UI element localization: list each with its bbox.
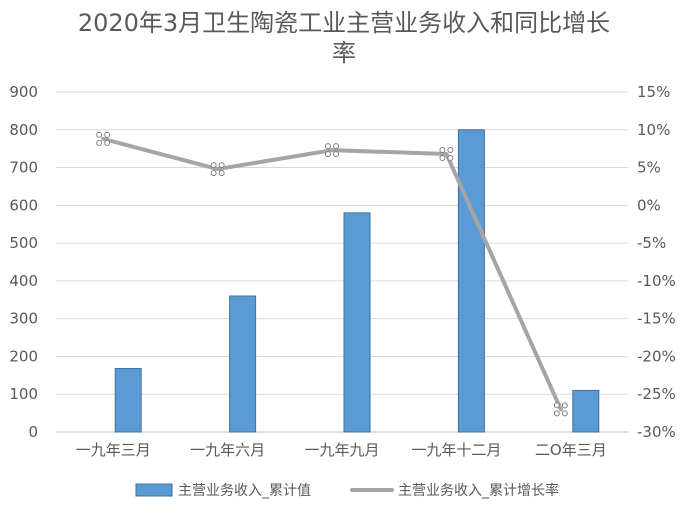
point-handle (96, 139, 103, 146)
bar (457, 129, 485, 433)
bar-series (114, 129, 600, 433)
point-handle (325, 143, 331, 150)
point-handle (439, 154, 446, 161)
point-handle (104, 131, 111, 138)
bar (572, 389, 600, 433)
gridlines (56, 91, 628, 433)
left-axis-ticks: 0 100 200 300 400 500 600 700 800 900 (9, 83, 38, 441)
left-axis-tick-label: 800 (9, 121, 38, 139)
left-axis-tick-label: 100 (9, 385, 38, 403)
bar (229, 295, 257, 433)
line-point (553, 402, 568, 417)
x-axis-tick-label: 一九年六月 (190, 441, 265, 459)
point-handle (218, 162, 225, 169)
chart-title: 2020年3月卫生陶瓷工业主营业务收入和同比增长 率 (0, 8, 688, 68)
legend-swatch-bar (135, 483, 173, 497)
bar (343, 212, 371, 433)
x-axis-tick-label: 一九年三月 (76, 441, 151, 459)
point-handle (447, 154, 454, 161)
line-point (96, 131, 111, 146)
left-axis-tick-label: 500 (9, 234, 38, 252)
right-axis-tick-label: 5% (637, 159, 661, 177)
right-axis-tick-label: 15% (637, 83, 670, 101)
point-handle (561, 410, 568, 417)
point-handle (561, 402, 568, 409)
left-axis-tick-label: 900 (9, 83, 38, 101)
right-axis-tick-label: -5% (637, 234, 666, 252)
series-line (101, 136, 563, 412)
point-handle (218, 170, 225, 177)
line-point (439, 146, 454, 161)
x-axis-ticks: 一九年三月 一九年六月 一九年九月 一九年十二月 二O年三月 (76, 441, 607, 459)
left-axis-tick-label: 600 (9, 196, 38, 214)
line-point (325, 143, 339, 158)
chart-title-line2: 率 (332, 39, 356, 67)
left-axis-tick-label: 0 (28, 423, 38, 441)
right-axis-tick-label: -15% (637, 310, 676, 328)
right-axis-tick-label: 10% (637, 121, 670, 139)
x-axis-tick-label: 二O年三月 (535, 441, 607, 459)
right-axis-tick-label: -25% (637, 385, 676, 403)
line-series (96, 131, 568, 417)
point-handle (104, 139, 111, 146)
point-handle (96, 131, 103, 138)
x-axis-tick-label: 一九年九月 (304, 441, 379, 459)
x-axis-tick-label: 一九年十二月 (411, 441, 501, 459)
right-axis-tick-label: -30% (637, 423, 676, 441)
right-axis-ticks: -30% -25% -20% -15% -10% -5% 0% 5% 10% 15% (637, 83, 676, 441)
line-point (210, 162, 225, 177)
chart-title-line1: 2020年3月卫生陶瓷工业主营业务收入和同比增长 (77, 9, 611, 37)
point-handle (210, 162, 217, 169)
left-axis-tick-label: 200 (9, 347, 38, 365)
right-axis-tick-label: 0% (637, 196, 661, 214)
legend-label-bar: 主营业务收入_累计值 (178, 483, 311, 499)
point-handle (553, 402, 560, 409)
bar (114, 368, 142, 433)
point-handle (553, 410, 560, 417)
legend-label-line: 主营业务收入_累计增长率 (398, 482, 559, 499)
right-axis-tick-label: -10% (637, 272, 676, 290)
legend: 主营业务收入_累计值 主营业务收入_累计增长率 (135, 482, 559, 499)
left-axis-tick-label: 700 (9, 159, 38, 177)
right-axis-tick-label: -20% (637, 347, 676, 365)
point-handle (447, 146, 454, 153)
left-axis-tick-label: 400 (9, 272, 38, 290)
point-handle (333, 143, 339, 150)
point-handle (333, 151, 339, 158)
point-handle (439, 146, 446, 153)
point-handle (325, 151, 331, 158)
left-axis-tick-label: 300 (9, 310, 38, 328)
point-handle (210, 170, 217, 177)
